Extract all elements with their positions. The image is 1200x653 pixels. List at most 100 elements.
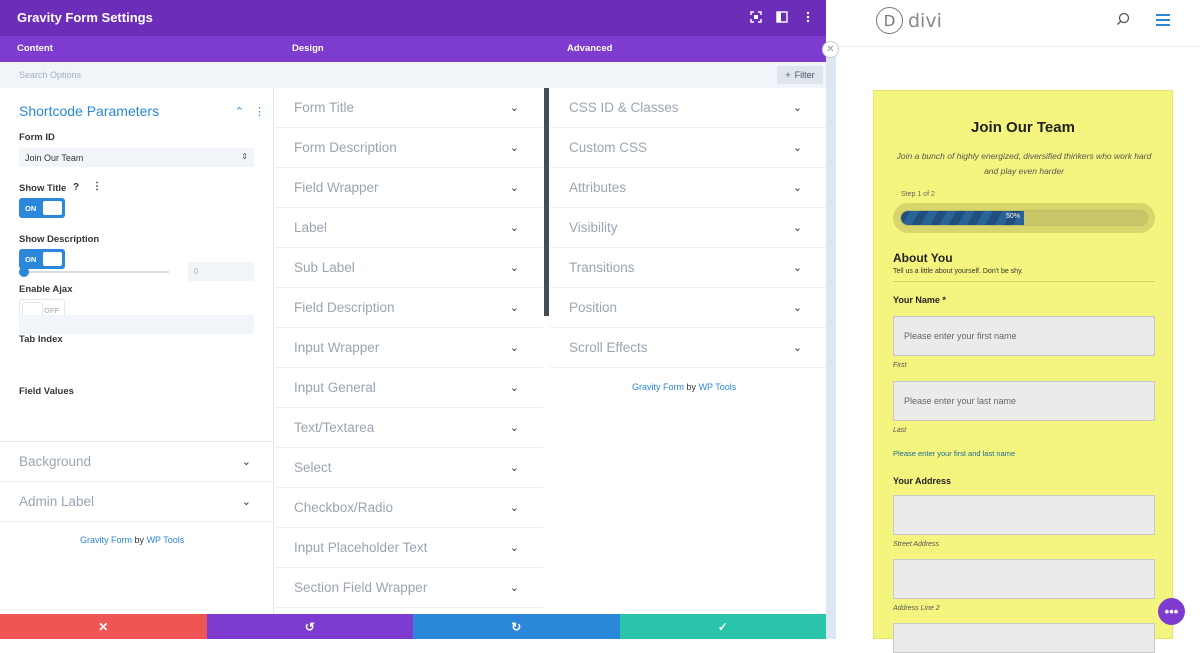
toggle-form-title[interactable]: Form Title ⌄	[275, 88, 543, 128]
last-hint: Last	[893, 427, 907, 434]
chevron-down-icon: ⌄	[792, 302, 802, 314]
select-arrows-icon: ⇕	[241, 152, 248, 161]
more-options-icon[interactable]	[802, 11, 814, 23]
credit-by: by	[134, 535, 145, 545]
chevron-down-icon: ⌄	[509, 222, 519, 234]
show-title-toggle[interactable]: ON	[19, 198, 65, 218]
chevron-down-icon: ⌄	[241, 456, 251, 468]
progress-bar: 50%	[893, 203, 1155, 233]
site-logo[interactable]: D divi	[876, 7, 942, 34]
tab-advanced[interactable]: Advanced	[567, 43, 613, 54]
advanced-column: Gravity Form by WP Tools CSS ID & Classe…	[550, 88, 826, 614]
first-name-input[interactable]: Please enter your first name	[893, 316, 1155, 356]
toggle-label: CSS ID & Classes	[569, 100, 679, 115]
redo-icon: ↻	[511, 619, 522, 634]
hamburger-menu-icon[interactable]	[1156, 14, 1170, 29]
toggle-label: Position	[569, 300, 618, 315]
toggle-label: Scroll Effects	[569, 340, 648, 355]
toggle-background[interactable]: Background ⌄	[0, 442, 273, 482]
scrollbar[interactable]	[544, 88, 549, 316]
toggle-attributes[interactable]: Attributes ⌄	[550, 168, 826, 208]
plugin-link[interactable]: Gravity Form	[632, 382, 685, 392]
toggle-field-wrapper[interactable]: Field Wrapper ⌄	[275, 168, 543, 208]
site-header: D divi	[826, 0, 1200, 47]
action-bar: ✕ ↺ ↻ ✓	[0, 614, 826, 639]
author-link[interactable]: WP Tools	[698, 382, 737, 392]
plugin-link[interactable]: Gravity Form	[80, 535, 133, 545]
toggle-label: Select	[294, 460, 332, 475]
settings-title: Gravity Form Settings	[17, 10, 153, 25]
chevron-down-icon: ⌄	[792, 182, 802, 194]
street-address-input[interactable]	[893, 495, 1155, 535]
section-description: Tell us a little about yourself. Don't b…	[893, 268, 1023, 275]
toggle-admin-label[interactable]: Admin Label ⌄	[0, 482, 273, 522]
show-description-toggle[interactable]: ON	[19, 249, 65, 269]
field-values-input[interactable]	[19, 315, 254, 334]
toggle-input-placeholder-text[interactable]: Input Placeholder Text ⌄	[275, 528, 543, 568]
tab-index-input[interactable]: 0	[188, 262, 254, 281]
enable-ajax-toggle[interactable]: OFF	[19, 299, 65, 319]
toggle-label: Admin Label	[19, 494, 95, 509]
tab-index-slider-track[interactable]	[23, 271, 169, 273]
section-title: About You	[893, 251, 953, 265]
tab-content[interactable]: Content	[17, 43, 53, 54]
module-credit: Gravity Form by WP Tools	[632, 382, 736, 392]
toggle-position[interactable]: Position ⌄	[550, 288, 826, 328]
form-id-label: Form ID	[19, 132, 55, 143]
toggle-visibility[interactable]: Visibility ⌄	[550, 208, 826, 248]
check-icon: ✓	[717, 619, 728, 634]
more-actions-button[interactable]: •••	[1158, 598, 1185, 625]
toggle-input-general[interactable]: Input General ⌄	[275, 368, 543, 408]
toggle-css-id-classes[interactable]: CSS ID & Classes ⌄	[550, 88, 826, 128]
toggle-form-description[interactable]: Form Description ⌄	[275, 128, 543, 168]
close-icon: ✕	[98, 619, 109, 634]
discard-button[interactable]: ✕	[0, 614, 207, 639]
name-label: Your Name *	[893, 295, 946, 305]
chevron-down-icon: ⌄	[241, 496, 251, 508]
form-description: Join a bunch of highly energized, divers…	[896, 151, 1152, 176]
author-link[interactable]: WP Tools	[146, 535, 185, 545]
toggle-checkbox-radio[interactable]: Checkbox/Radio ⌄	[275, 488, 543, 528]
search-icon[interactable]	[1116, 12, 1130, 26]
city-input[interactable]	[893, 623, 1155, 653]
content-column: Shortcode Parameters ⌃ ⋮ Form ID Join Ou…	[0, 88, 274, 614]
enable-ajax-label: Enable Ajax	[19, 284, 73, 295]
last-name-input[interactable]: Please enter your last name	[893, 381, 1155, 421]
split-view-icon[interactable]	[776, 11, 788, 23]
toggle-field-description[interactable]: Field Description ⌄	[275, 288, 543, 328]
section-menu-icon[interactable]: ⋮	[254, 106, 265, 118]
toggle-sub-label[interactable]: Sub Label ⌄	[275, 248, 543, 288]
toggle-label: Attributes	[569, 180, 627, 195]
page-preview: D divi Join Our Team Join a bunch of hig…	[826, 0, 1200, 653]
address-line2-input[interactable]	[893, 559, 1155, 599]
chevron-up-icon[interactable]: ⌃	[234, 106, 244, 118]
toggle-custom-css[interactable]: Custom CSS ⌄	[550, 128, 826, 168]
fullscreen-icon[interactable]	[750, 11, 762, 23]
toggle-text-textarea[interactable]: Text/Textarea ⌄	[275, 408, 543, 448]
shortcode-parameters-heading[interactable]: Shortcode Parameters	[19, 103, 160, 119]
chevron-down-icon: ⌄	[509, 422, 519, 434]
toggle-scroll-effects[interactable]: Scroll Effects ⌄	[550, 328, 826, 368]
toggle-label[interactable]: Label ⌄	[275, 208, 543, 248]
logo-mark: D	[876, 7, 903, 34]
toggle-section-field-wrapper[interactable]: Section Field Wrapper ⌄	[275, 568, 543, 608]
form-id-select[interactable]: Join Our Team ⇕	[19, 148, 254, 167]
chevron-down-icon: ⌄	[509, 262, 519, 274]
field-menu-icon[interactable]: ⋮	[92, 181, 102, 192]
filter-button[interactable]: + Filter	[777, 66, 823, 84]
plus-icon: +	[785, 70, 791, 80]
help-icon[interactable]: ?	[73, 182, 80, 193]
toggle-select[interactable]: Select ⌄	[275, 448, 543, 488]
search-input[interactable]: Search Options	[19, 70, 82, 80]
tab-index-slider-handle[interactable]	[19, 267, 29, 277]
preview-gutter	[826, 47, 836, 639]
save-button[interactable]: ✓	[619, 614, 826, 639]
toggle-transitions[interactable]: Transitions ⌄	[550, 248, 826, 288]
toggle-input-wrapper[interactable]: Input Wrapper ⌄	[275, 328, 543, 368]
search-options-bar[interactable]: Search Options + Filter	[0, 62, 826, 88]
tab-design[interactable]: Design	[292, 43, 324, 54]
line2-hint: Address Line 2	[893, 605, 940, 612]
redo-button[interactable]: ↻	[413, 614, 620, 639]
close-preview-icon[interactable]: ✕	[822, 41, 839, 58]
undo-button[interactable]: ↺	[206, 614, 413, 639]
